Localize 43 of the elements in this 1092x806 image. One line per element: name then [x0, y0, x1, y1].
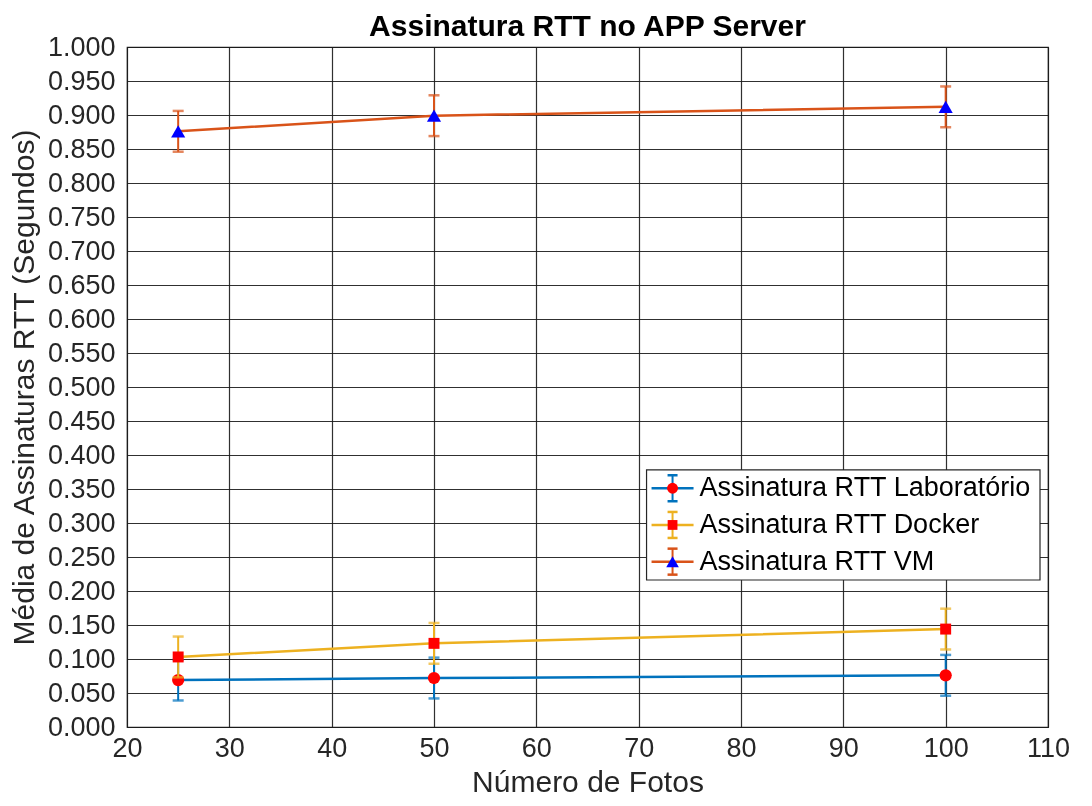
x-tick-label: 80 — [726, 732, 757, 763]
y-tick-label: 0.100 — [47, 643, 116, 674]
x-tick-label: 110 — [1026, 732, 1071, 763]
y-tick-label: 0.950 — [47, 65, 116, 96]
point — [427, 671, 441, 685]
x-tick-label: 40 — [317, 732, 348, 763]
x-tick-label: 60 — [521, 732, 552, 763]
y-tick-label: 0.700 — [47, 235, 116, 266]
point — [426, 109, 442, 122]
y-tick-label: 0.600 — [47, 303, 116, 334]
y-tick-label: 0.250 — [47, 541, 116, 572]
y-tick-label: 0.850 — [47, 133, 116, 164]
y-tick-label: 0.400 — [47, 439, 116, 470]
y-axis-title: Média de Assinaturas RTT (Segundos) — [6, 129, 40, 646]
point — [172, 651, 184, 663]
point — [939, 669, 952, 682]
legend-label: Assinatura RTT VM — [699, 545, 935, 576]
y-tick-label: 0.750 — [47, 201, 116, 232]
x-tick-label: 50 — [419, 732, 450, 763]
x-tick-label: 100 — [923, 732, 969, 763]
y-tick-label: 0.500 — [47, 371, 116, 402]
y-tick-label: 0.650 — [47, 269, 116, 300]
y-tick-label: 1.000 — [47, 31, 116, 62]
y-tick-label: 0.350 — [47, 473, 116, 504]
x-tick-label: 70 — [624, 732, 655, 763]
y-tick-label: 0.050 — [47, 677, 116, 708]
point — [171, 125, 186, 138]
point — [428, 637, 440, 649]
chart-title: Assinatura RTT no APP Server — [369, 9, 807, 42]
point — [940, 623, 952, 635]
y-tick-label: 0.800 — [47, 167, 116, 198]
x-tick-label: 90 — [828, 732, 859, 763]
y-tick-label: 0.200 — [47, 575, 116, 606]
y-tick-label: 0.550 — [47, 337, 116, 368]
y-tick-label: 0.450 — [47, 405, 116, 436]
legend-label: Assinatura RTT Docker — [699, 508, 980, 539]
y-tick-label: 0.900 — [47, 99, 116, 130]
y-tick-label: 0.150 — [47, 609, 116, 640]
y-tick-label: 0.300 — [47, 507, 116, 538]
point — [938, 100, 953, 113]
x-tick-label: 30 — [214, 732, 245, 763]
legend-label: Assinatura RTT Laboratório — [699, 472, 1031, 503]
x-axis-title: Número de Fotos — [472, 764, 704, 798]
